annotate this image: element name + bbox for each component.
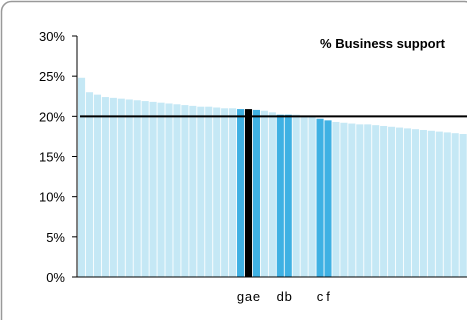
bar-15 xyxy=(197,106,205,277)
bar-18 xyxy=(221,108,229,277)
bar-21 xyxy=(244,109,253,277)
bar-3 xyxy=(101,97,109,277)
bar-8 xyxy=(141,101,149,277)
bar-31 xyxy=(324,120,332,277)
y-tick-label-0: 0% xyxy=(46,270,65,285)
bar-39 xyxy=(388,126,396,277)
bar-27 xyxy=(292,114,300,277)
bar-44 xyxy=(427,130,435,277)
bar-40 xyxy=(396,127,404,277)
bar-9 xyxy=(149,101,157,278)
bar-26 xyxy=(284,114,292,277)
bar-25 xyxy=(276,114,284,277)
category-label-f: f xyxy=(326,289,330,304)
bar-0 xyxy=(78,77,86,278)
y-ticks: 0% 5% 10% 15% 20% 25% 30% xyxy=(39,29,77,285)
bar-47 xyxy=(451,133,459,277)
bar-7 xyxy=(133,100,141,278)
y-tick-label-3: 15% xyxy=(39,150,65,165)
category-label-e: e xyxy=(253,289,260,304)
bar-45 xyxy=(435,131,443,277)
bar-30 xyxy=(316,118,324,278)
bar-28 xyxy=(300,115,308,277)
bars-layer xyxy=(78,77,467,278)
bar-29 xyxy=(308,116,316,277)
bar-10 xyxy=(157,102,165,278)
bar-38 xyxy=(380,125,388,277)
bar-24 xyxy=(268,112,276,277)
bar-6 xyxy=(125,99,133,278)
bar-37 xyxy=(372,125,380,277)
bar-12 xyxy=(173,104,181,277)
bar-20 xyxy=(237,109,245,277)
bar-22 xyxy=(252,109,260,277)
bar-2 xyxy=(93,94,101,277)
y-tick-label-4: 20% xyxy=(39,109,65,124)
category-label-d: d xyxy=(277,289,284,304)
bar-17 xyxy=(213,107,221,277)
bar-5 xyxy=(117,98,125,277)
category-label-c: c xyxy=(317,289,324,304)
category-labels: gaedbcfh xyxy=(237,289,330,304)
y-tick-label-1: 5% xyxy=(46,230,65,245)
bar-42 xyxy=(411,129,419,277)
bar-1 xyxy=(85,92,94,277)
bar-32 xyxy=(332,121,340,278)
y-tick-label-5: 25% xyxy=(39,69,65,84)
bar-11 xyxy=(165,103,173,277)
bar-46 xyxy=(443,132,451,277)
y-tick-label-6: 30% xyxy=(39,29,65,44)
bar-16 xyxy=(205,106,213,277)
bar-14 xyxy=(189,105,197,277)
bar-36 xyxy=(364,124,372,278)
bar-41 xyxy=(403,128,412,277)
category-label-b: b xyxy=(285,289,292,304)
category-label-a: a xyxy=(245,289,253,304)
y-tick-label-2: 10% xyxy=(39,190,65,205)
bar-4 xyxy=(109,97,117,277)
chart-title: % Business support xyxy=(320,36,446,51)
category-label-g: g xyxy=(237,289,244,304)
bar-34 xyxy=(348,123,356,277)
bar-23 xyxy=(260,110,268,278)
bar-35 xyxy=(356,124,364,278)
bar-48 xyxy=(459,134,467,277)
bar-43 xyxy=(419,129,427,277)
bar-33 xyxy=(340,122,348,277)
bar-13 xyxy=(181,105,189,277)
bar-19 xyxy=(229,108,237,277)
